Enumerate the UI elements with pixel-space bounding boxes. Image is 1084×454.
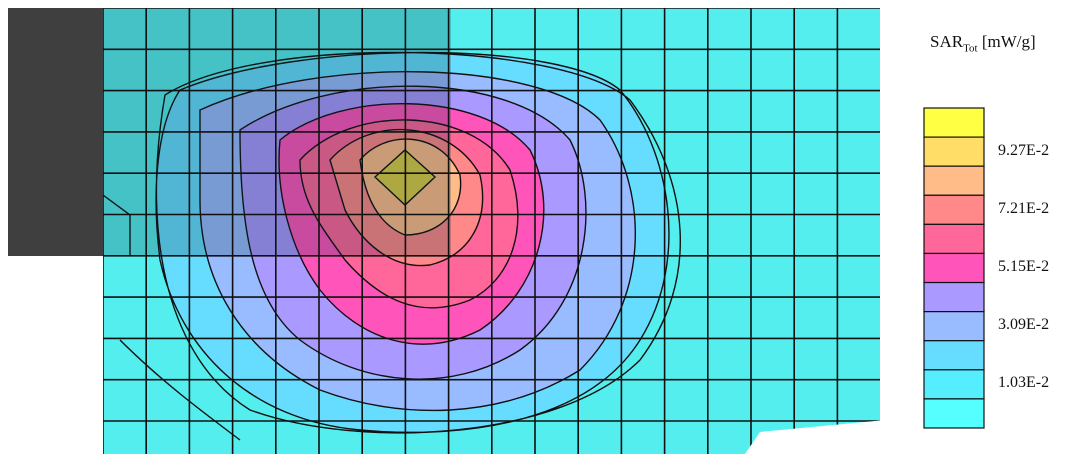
sar-contour-plot [8,8,880,454]
colorbar-segment [923,223,985,255]
colorbar-tick-label: 3.09E-2 [998,316,1050,334]
colorbar-segment [923,281,985,313]
colorbar-segment [923,194,985,225]
legend-title: SARTot [mW/g] [930,32,1036,55]
grid [103,8,880,454]
colorbar-segment [923,369,985,400]
colorbar-segment [923,107,985,138]
colorbar-segment [923,165,985,196]
colorbar-tick-label: 7.21E-2 [998,199,1050,217]
colorbar-segment [923,340,985,371]
colorbar-tick-label: 9.27E-2 [998,141,1050,159]
dark-block [8,8,103,256]
colorbar [923,107,985,429]
colorbar-segment [923,398,985,429]
colorbar-segment [923,252,985,284]
colorbar-legend: SARTot [mW/g] 9.27E-2 7.21E-2 5.15E-2 3.09E… [900,0,1084,454]
colorbar-segment [923,136,985,167]
colorbar-tick-label: 5.15E-2 [998,258,1050,275]
colorbar-tick-label: 1.03E-2 [998,374,1050,392]
colorbar-segment [923,311,985,342]
